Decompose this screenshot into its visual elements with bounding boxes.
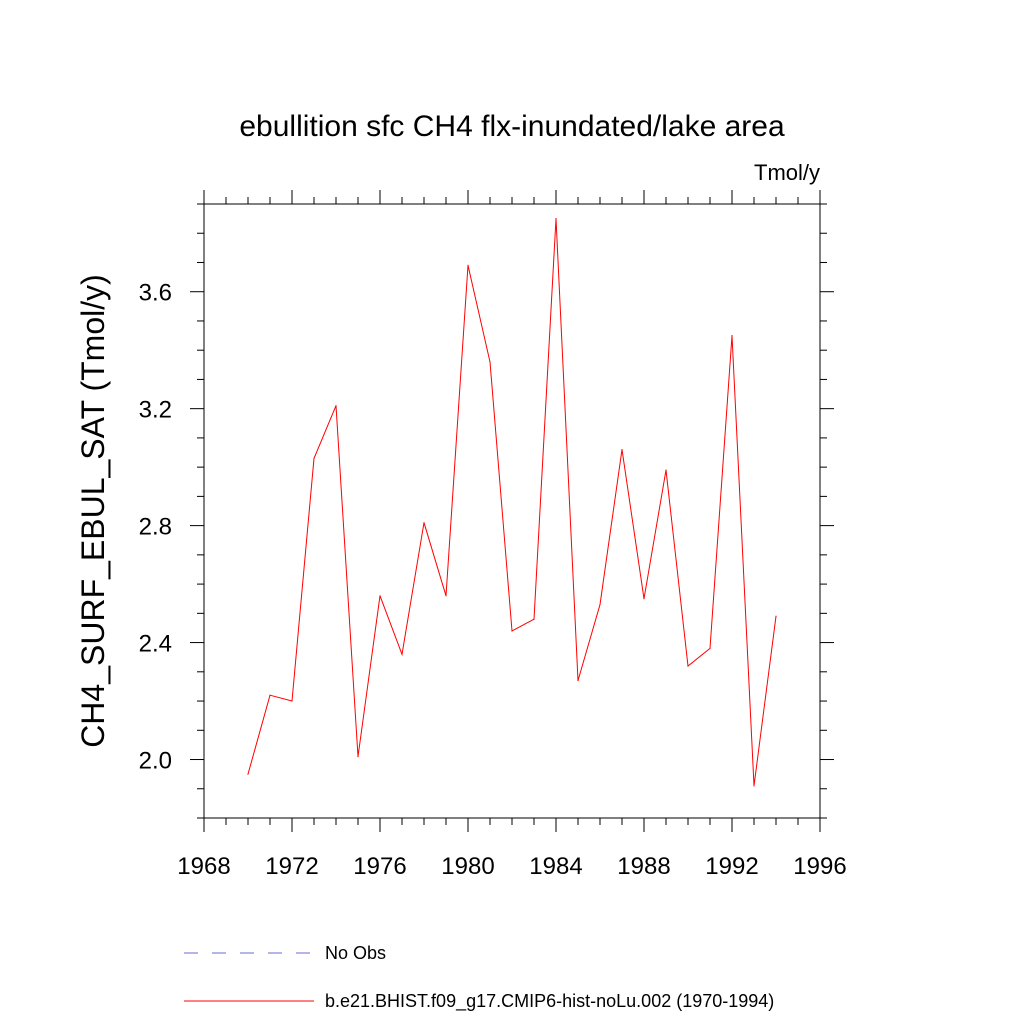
units-label: Tmol/y xyxy=(754,160,820,185)
data-point xyxy=(401,653,403,655)
series-line xyxy=(247,218,777,786)
data-point xyxy=(687,665,689,667)
y-tick-label: 2.0 xyxy=(139,748,172,775)
chart-title: ebullition sfc CH4 flx-inundated/lake ar… xyxy=(239,110,785,143)
data-point xyxy=(665,469,667,471)
y-axis-label: CH4_SURF_EBUL_SAT (Tmol/y) xyxy=(75,274,111,748)
x-tick-label: 1988 xyxy=(617,853,670,880)
data-point xyxy=(357,756,359,758)
series-layer xyxy=(247,218,777,787)
data-point xyxy=(489,361,491,363)
x-tick-label: 1968 xyxy=(177,853,230,880)
legend-label-no-obs: No Obs xyxy=(325,943,386,963)
data-point xyxy=(599,603,601,606)
data-point xyxy=(247,773,249,775)
legend-label-model: b.e21.BHIST.f09_g17.CMIP6-hist-noLu.002 … xyxy=(325,991,774,1012)
x-axis: 1968 1972 1976 1980 1984 1988 1992 1996 xyxy=(177,190,847,880)
data-point xyxy=(313,457,315,459)
x-tick-label: 1972 xyxy=(265,853,318,880)
data-point xyxy=(577,679,579,682)
y-tick-label: 2.8 xyxy=(139,514,172,541)
x-tick-label: 1984 xyxy=(529,853,582,880)
data-point xyxy=(753,785,755,787)
data-point xyxy=(269,694,271,696)
data-point xyxy=(423,522,425,524)
y-tick-label: 2.4 xyxy=(139,631,172,658)
x-tick-label: 1980 xyxy=(441,853,494,880)
y-tick-label: 3.2 xyxy=(139,397,172,424)
data-point xyxy=(643,598,645,600)
legend: No Obs b.e21.BHIST.f09_g17.CMIP6-hist-no… xyxy=(184,943,774,1012)
y-axis: 2.0 2.4 2.8 3.2 3.6 xyxy=(139,203,834,819)
x-tick-label: 1976 xyxy=(353,853,406,880)
plot-frame xyxy=(203,203,821,819)
data-point xyxy=(621,449,623,451)
data-point xyxy=(511,630,513,632)
data-point xyxy=(533,618,535,620)
data-point xyxy=(291,700,293,702)
data-point xyxy=(467,264,469,266)
data-point xyxy=(775,615,777,617)
x-tick-label: 1992 xyxy=(705,853,758,880)
data-point xyxy=(555,218,557,220)
data-point xyxy=(709,647,711,650)
data-point xyxy=(335,405,337,407)
data-point xyxy=(445,595,447,597)
data-point xyxy=(731,334,733,337)
x-tick-label: 1996 xyxy=(793,853,846,880)
y-tick-label: 3.6 xyxy=(139,280,172,307)
data-point xyxy=(379,595,381,597)
